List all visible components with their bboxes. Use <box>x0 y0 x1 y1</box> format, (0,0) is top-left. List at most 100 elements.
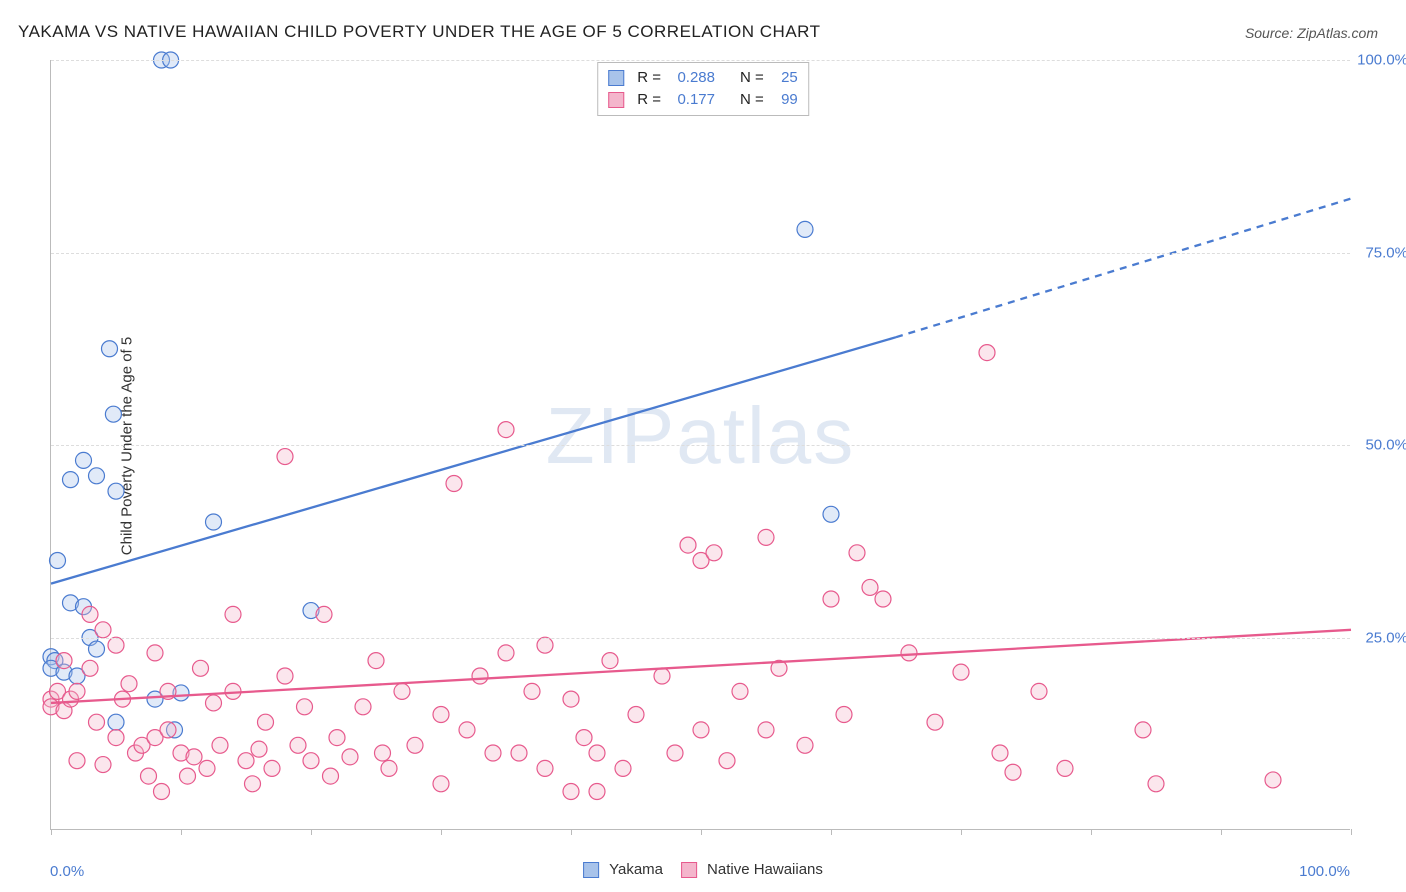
chart-container: YAKAMA VS NATIVE HAWAIIAN CHILD POVERTY … <box>0 0 1406 892</box>
y-tick-label: 75.0% <box>1365 244 1406 261</box>
scatter-point <box>524 683 540 699</box>
x-tick <box>51 829 52 835</box>
x-tick <box>831 829 832 835</box>
scatter-point <box>108 714 124 730</box>
scatter-point <box>82 606 98 622</box>
scatter-point <box>589 784 605 800</box>
x-tick <box>1221 829 1222 835</box>
scatter-point <box>563 784 579 800</box>
scatter-point <box>823 506 839 522</box>
scatter-point <box>89 641 105 657</box>
stat-n-label-1: N = <box>740 67 764 89</box>
scatter-point <box>1135 722 1151 738</box>
scatter-point <box>56 653 72 669</box>
scatter-point <box>459 722 475 738</box>
scatter-point <box>576 730 592 746</box>
stat-r-label-2: R = <box>637 89 661 111</box>
legend-label-hawaiian: Native Hawaiians <box>707 861 823 878</box>
x-tick <box>181 829 182 835</box>
scatter-point <box>102 341 118 357</box>
gridline <box>51 445 1350 446</box>
scatter-point <box>141 768 157 784</box>
stats-legend: R = 0.288 N = 25 R = 0.177 N = 99 <box>597 62 809 116</box>
scatter-point <box>615 760 631 776</box>
scatter-point <box>95 757 111 773</box>
legend-item-yakama: Yakama <box>583 861 663 878</box>
x-tick <box>571 829 572 835</box>
stat-r-label-1: R = <box>637 67 661 89</box>
scatter-point <box>1057 760 1073 776</box>
scatter-point <box>212 737 228 753</box>
stat-r-val-2: 0.177 <box>667 89 715 111</box>
x-tick <box>961 829 962 835</box>
y-tick-label: 50.0% <box>1365 437 1406 454</box>
swatch-yakama <box>608 70 624 86</box>
scatter-point <box>258 714 274 730</box>
scatter-point <box>355 699 371 715</box>
trend-line-dash <box>896 199 1351 338</box>
scatter-point <box>105 406 121 422</box>
trend-line <box>51 630 1351 703</box>
stat-n-val-2: 99 <box>770 89 798 111</box>
swatch-hawaiian <box>608 92 624 108</box>
scatter-point <box>394 683 410 699</box>
stat-n-label-2: N = <box>740 89 764 111</box>
scatter-point <box>238 753 254 769</box>
stat-n-val-1: 25 <box>770 67 798 89</box>
scatter-point <box>797 221 813 237</box>
scatter-point <box>654 668 670 684</box>
scatter-point <box>563 691 579 707</box>
gridline <box>51 638 1350 639</box>
x-axis-label-left: 0.0% <box>50 863 84 880</box>
scatter-point <box>76 452 92 468</box>
scatter-point <box>797 737 813 753</box>
scatter-point <box>277 668 293 684</box>
scatter-point <box>953 664 969 680</box>
scatter-point <box>849 545 865 561</box>
x-tick <box>1351 829 1352 835</box>
scatter-point <box>277 449 293 465</box>
legend-swatch-yakama <box>583 862 599 878</box>
scatter-point <box>862 579 878 595</box>
scatter-point <box>1005 764 1021 780</box>
scatter-point <box>121 676 137 692</box>
scatter-point <box>329 730 345 746</box>
legend-item-hawaiian: Native Hawaiians <box>681 861 823 878</box>
scatter-point <box>63 472 79 488</box>
scatter-point <box>50 553 66 569</box>
scatter-point <box>290 737 306 753</box>
y-tick-label: 100.0% <box>1357 52 1406 69</box>
legend-label-yakama: Yakama <box>609 861 663 878</box>
scatter-point <box>758 529 774 545</box>
scatter-point <box>323 768 339 784</box>
scatter-point <box>667 745 683 761</box>
scatter-point <box>95 622 111 638</box>
scatter-point <box>206 514 222 530</box>
bottom-legend: Yakama Native Hawaiians <box>583 861 823 878</box>
scatter-point <box>381 760 397 776</box>
scatter-point <box>375 745 391 761</box>
scatter-point <box>979 345 995 361</box>
scatter-point <box>180 768 196 784</box>
scatter-point <box>446 476 462 492</box>
scatter-point <box>901 645 917 661</box>
scatter-point <box>875 591 891 607</box>
scatter-point <box>225 606 241 622</box>
source-label: Source: ZipAtlas.com <box>1245 25 1378 41</box>
chart-title: YAKAMA VS NATIVE HAWAIIAN CHILD POVERTY … <box>18 22 821 42</box>
scatter-point <box>264 760 280 776</box>
scatter-point <box>108 730 124 746</box>
scatter-point <box>316 606 332 622</box>
scatter-point <box>193 660 209 676</box>
scatter-point <box>108 483 124 499</box>
scatter-point <box>407 737 423 753</box>
stats-row-yakama: R = 0.288 N = 25 <box>608 67 798 89</box>
scatter-point <box>342 749 358 765</box>
trend-line <box>51 337 896 583</box>
scatter-point <box>186 749 202 765</box>
scatter-point <box>537 637 553 653</box>
scatter-point <box>245 776 261 792</box>
scatter-point <box>498 422 514 438</box>
legend-swatch-hawaiian <box>681 862 697 878</box>
x-tick <box>311 829 312 835</box>
